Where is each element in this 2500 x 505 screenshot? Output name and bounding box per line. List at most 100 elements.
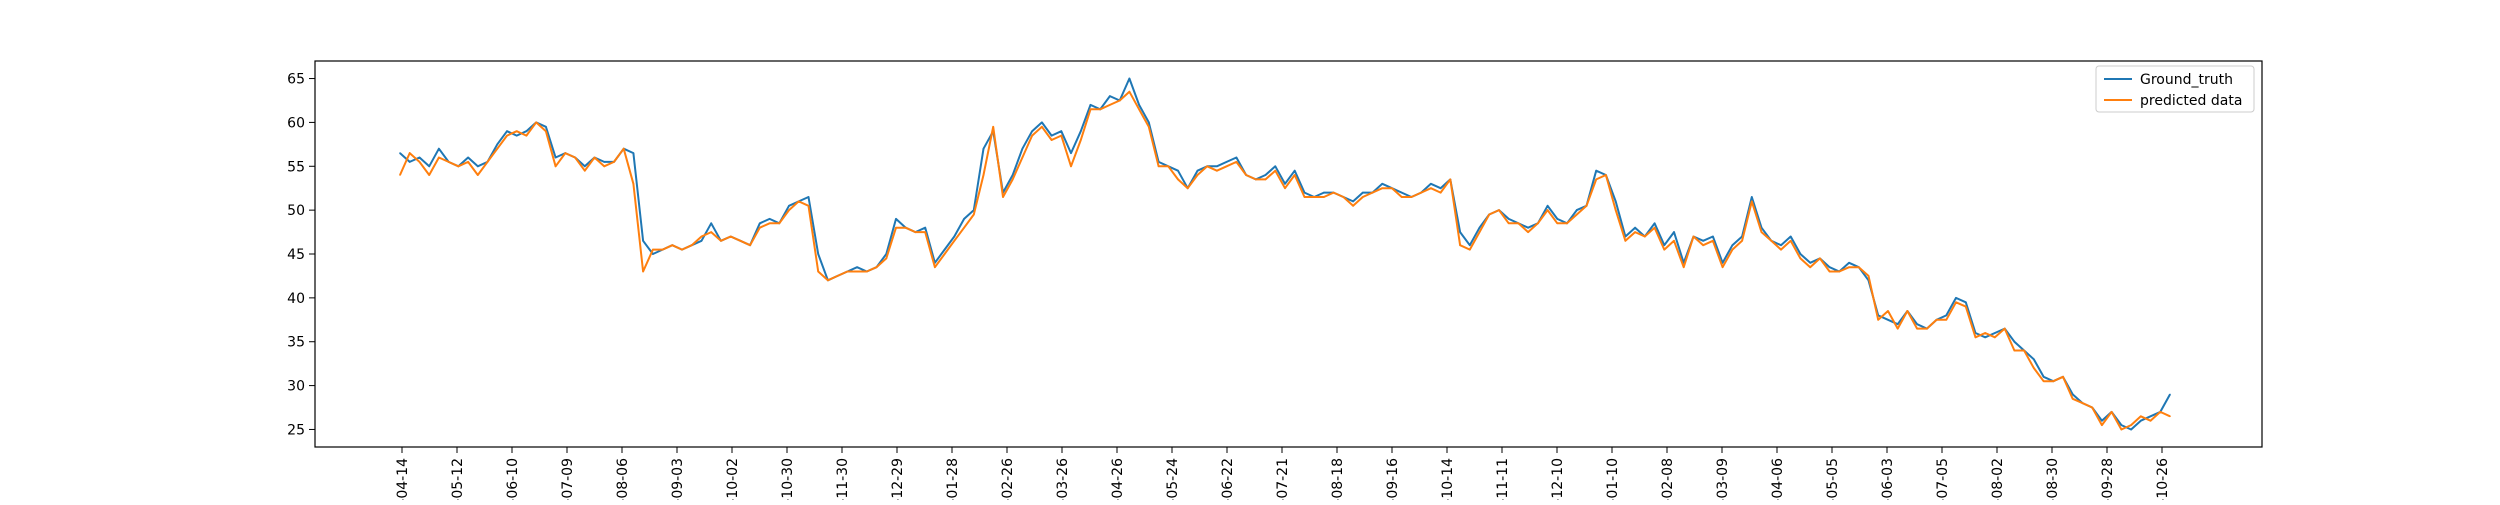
data-point <box>603 161 605 163</box>
data-point <box>438 147 440 150</box>
series-line-0 <box>399 77 2171 431</box>
data-point <box>1148 121 1150 124</box>
data-point <box>652 248 654 251</box>
x-tick-label: -10-02 <box>725 458 741 500</box>
y-tick-label: 35 <box>287 335 305 351</box>
data-point <box>1118 99 1121 102</box>
data-point <box>1537 222 1539 225</box>
data-point <box>973 213 975 216</box>
y-tick-label: 50 <box>287 203 305 219</box>
data-point <box>1148 126 1150 128</box>
x-tick-label: -01-28 <box>945 458 961 500</box>
data-point <box>613 161 615 163</box>
data-point <box>1702 244 1704 246</box>
data-point <box>1819 257 1821 260</box>
x-tick-label: -08-02 <box>1990 458 2006 500</box>
data-point <box>457 165 460 168</box>
data-point <box>1255 178 1257 181</box>
data-point <box>2140 419 2142 422</box>
data-point <box>1653 222 1656 225</box>
data-point <box>438 156 440 159</box>
x-tick-label: -06-10 <box>505 458 521 500</box>
data-point <box>1692 235 1695 238</box>
data-point <box>1070 165 1072 168</box>
data-point <box>1021 147 1024 150</box>
x-tick-label: -04-06 <box>1770 458 1786 500</box>
x-tick-label: -05-05 <box>1825 458 1841 500</box>
data-point <box>2071 393 2074 396</box>
data-point <box>408 152 411 154</box>
data-point <box>778 222 781 225</box>
data-point <box>515 134 518 137</box>
data-point <box>1595 178 1597 181</box>
data-point <box>1391 187 1393 189</box>
data-point <box>1031 134 1033 137</box>
data-point <box>652 253 654 255</box>
data-point <box>1050 134 1053 137</box>
data-point <box>1780 244 1782 246</box>
data-point <box>1323 191 1325 194</box>
data-point <box>739 240 742 242</box>
data-point <box>2003 327 2006 330</box>
data-point <box>1216 169 1218 172</box>
data-point <box>1235 156 1238 159</box>
x-tick-label: -09-28 <box>2100 458 2116 500</box>
data-point <box>895 218 897 220</box>
data-point <box>525 130 528 132</box>
data-point <box>2169 415 2171 418</box>
data-point <box>564 152 567 154</box>
data-point <box>2033 367 2035 369</box>
x-tick-label: -08-18 <box>1330 458 1346 500</box>
data-point <box>1780 248 1782 251</box>
data-point <box>2042 380 2045 383</box>
data-point <box>545 126 547 128</box>
data-point <box>1848 262 1850 264</box>
data-point <box>1400 196 1403 198</box>
data-point <box>1556 222 1559 225</box>
data-point <box>1381 187 1384 189</box>
data-point <box>1284 187 1286 189</box>
data-point <box>1459 244 1461 246</box>
data-point <box>1770 240 1773 242</box>
data-point <box>1128 77 1131 80</box>
data-point <box>1245 174 1247 176</box>
data-point <box>467 156 469 159</box>
data-point <box>768 222 771 225</box>
data-point <box>1089 108 1092 111</box>
data-point <box>1887 319 1889 321</box>
data-point <box>866 270 868 273</box>
data-point <box>788 209 790 211</box>
data-point <box>486 161 489 163</box>
data-point <box>535 121 537 124</box>
data-point <box>1060 130 1063 132</box>
data-point <box>1362 191 1364 194</box>
data-point <box>1848 266 1850 269</box>
data-point <box>1712 240 1714 242</box>
data-point <box>895 226 897 229</box>
data-point <box>2023 349 2025 352</box>
data-point <box>2159 411 2162 413</box>
data-point <box>1362 196 1364 198</box>
data-point <box>953 235 956 238</box>
data-point <box>554 165 557 168</box>
x-tick-label: -12-10 <box>1550 458 1566 500</box>
data-point <box>477 174 479 176</box>
data-point <box>1157 165 1160 168</box>
data-point <box>1566 222 1568 225</box>
data-point <box>710 231 712 233</box>
data-point <box>2120 428 2123 431</box>
data-point <box>1955 301 1957 304</box>
plot-frame <box>314 60 2263 448</box>
x-tick-label: -02-08 <box>1660 458 1676 500</box>
data-point <box>1828 266 1831 269</box>
data-point <box>1031 130 1033 132</box>
data-point <box>1527 226 1529 229</box>
data-point <box>1225 165 1228 168</box>
data-point <box>982 147 985 150</box>
data-point <box>1507 218 1510 220</box>
data-point <box>1887 310 1889 312</box>
data-point <box>1439 187 1442 189</box>
data-point <box>768 218 771 220</box>
data-point <box>1858 266 1860 269</box>
